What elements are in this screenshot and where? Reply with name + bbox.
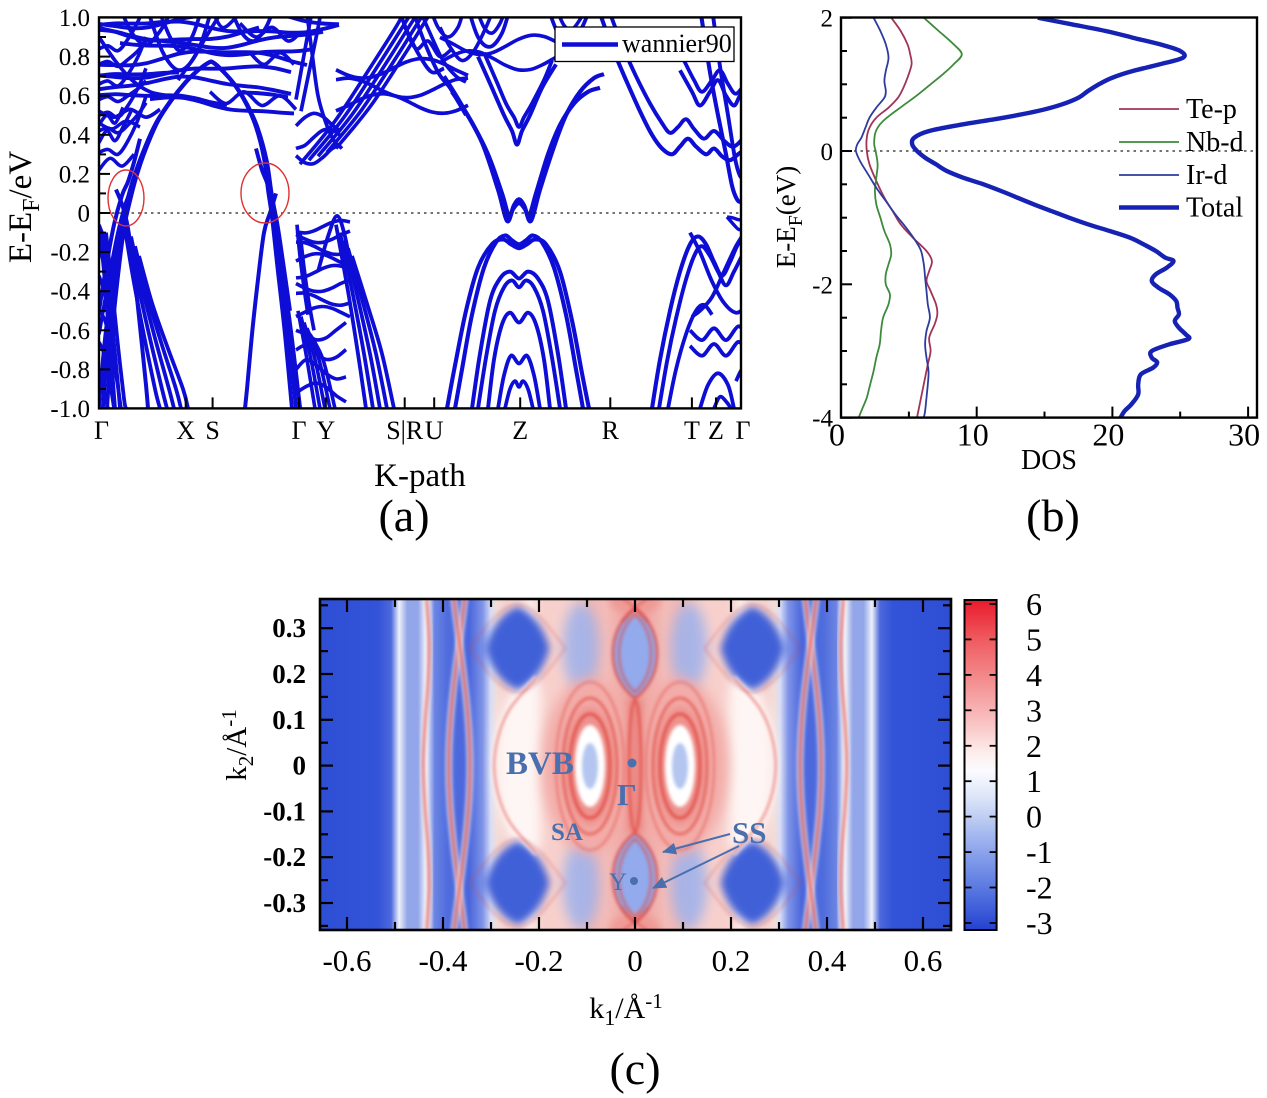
svg-text:-2: -2 [812, 272, 833, 299]
svg-text:3: 3 [1026, 692, 1042, 728]
svg-text:0: 0 [1026, 799, 1042, 835]
svg-text:-0.2: -0.2 [514, 943, 563, 978]
svg-text:E-EF(eV): E-EF(eV) [771, 166, 807, 269]
svg-text:0.3: 0.3 [272, 613, 306, 643]
svg-text:k1/Å-1: k1/Å-1 [589, 989, 663, 1030]
svg-text:1: 1 [1026, 763, 1042, 799]
svg-text:4: 4 [1026, 657, 1042, 693]
svg-text:Y: Y [316, 416, 335, 445]
svg-text:E-EF/eV: E-EF/eV [3, 151, 45, 263]
svg-text:DOS: DOS [1021, 445, 1077, 476]
svg-text:SS: SS [732, 815, 766, 850]
svg-text:SA: SA [551, 819, 583, 846]
svg-text:(b): (b) [1026, 490, 1080, 541]
svg-text:Z: Z [512, 416, 528, 445]
svg-text:0: 0 [78, 201, 91, 228]
svg-text:Γ: Γ [94, 416, 109, 445]
svg-text:2: 2 [1026, 728, 1042, 764]
svg-text:-0.2: -0.2 [50, 240, 90, 267]
svg-text:-0.4: -0.4 [418, 943, 468, 978]
svg-text:Y: Y [609, 869, 627, 896]
svg-text:-1: -1 [1026, 834, 1053, 870]
svg-text:Nb-d: Nb-d [1186, 127, 1244, 158]
svg-text:-0.3: -0.3 [263, 888, 306, 918]
svg-text:6: 6 [1026, 586, 1042, 622]
svg-text:0.8: 0.8 [59, 44, 90, 71]
svg-text:30: 30 [1228, 417, 1260, 453]
svg-text:R: R [602, 416, 620, 445]
svg-text:0.4: 0.4 [808, 943, 847, 978]
svg-text:-1.0: -1.0 [50, 396, 90, 423]
svg-text:2: 2 [821, 6, 834, 33]
svg-text:-0.1: -0.1 [263, 796, 306, 826]
svg-text:X: X [176, 416, 195, 445]
svg-text:-0.2: -0.2 [263, 842, 306, 872]
svg-text:Γ: Γ [735, 416, 750, 445]
svg-text:Γ: Γ [291, 416, 306, 445]
svg-text:S: S [205, 416, 219, 445]
svg-text:wannier90: wannier90 [622, 29, 732, 58]
svg-text:-3: -3 [1026, 905, 1053, 941]
svg-text:-2: -2 [1026, 870, 1053, 906]
svg-text:Ir-d: Ir-d [1186, 160, 1227, 191]
svg-text:0.2: 0.2 [272, 659, 306, 689]
svg-text:1.0: 1.0 [59, 5, 90, 32]
svg-text:-0.6: -0.6 [322, 943, 371, 978]
svg-text:0.6: 0.6 [904, 943, 943, 978]
svg-text:0: 0 [821, 139, 834, 166]
svg-text:10: 10 [957, 417, 989, 453]
svg-text:Total: Total [1186, 193, 1243, 224]
svg-text:Te-p: Te-p [1186, 94, 1237, 125]
svg-text:0.2: 0.2 [712, 943, 751, 978]
svg-text:0.4: 0.4 [59, 122, 91, 149]
svg-text:5: 5 [1026, 621, 1042, 657]
svg-text:0.1: 0.1 [272, 705, 306, 735]
svg-text:0.2: 0.2 [59, 161, 90, 188]
svg-text:-0.4: -0.4 [50, 279, 90, 306]
svg-text:k2/Å-1: k2/Å-1 [217, 709, 258, 781]
svg-text:-0.8: -0.8 [50, 357, 90, 384]
svg-text:0: 0 [293, 751, 307, 781]
svg-text:BVB: BVB [506, 746, 574, 782]
svg-text:K-path: K-path [374, 458, 466, 494]
svg-text:U: U [425, 416, 444, 445]
svg-text:0: 0 [627, 943, 643, 978]
svg-text:Γ: Γ [617, 777, 637, 812]
svg-text:20: 20 [1092, 417, 1124, 453]
svg-text:-4: -4 [812, 406, 833, 433]
svg-text:-0.6: -0.6 [50, 318, 90, 345]
svg-text:0.6: 0.6 [59, 83, 90, 110]
svg-text:S|R: S|R [386, 416, 424, 445]
svg-text:(c): (c) [609, 1043, 660, 1094]
svg-text:0: 0 [829, 417, 845, 453]
svg-text:(a): (a) [378, 490, 429, 541]
svg-text:Z: Z [708, 416, 724, 445]
svg-text:T: T [684, 416, 700, 445]
